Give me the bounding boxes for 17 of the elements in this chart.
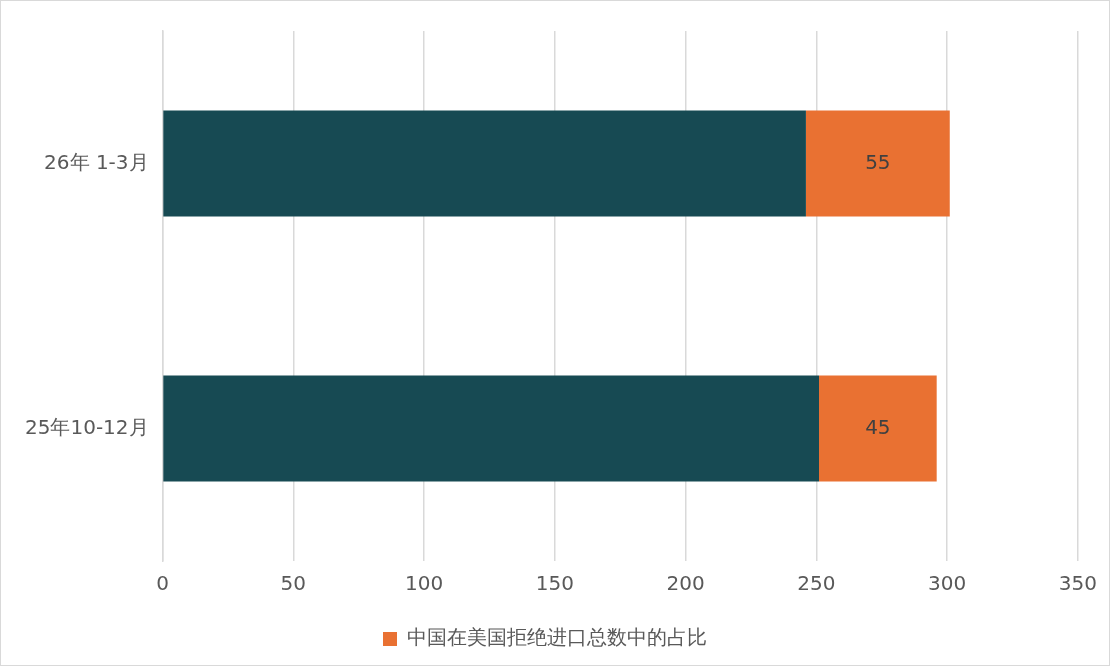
x-tick-label: 50 — [280, 571, 307, 596]
x-tick-label: 100 — [405, 571, 444, 596]
x-tick-label: 0 — [156, 571, 169, 596]
data-label: 55 — [865, 149, 891, 174]
x-tick-label: 350 — [1058, 571, 1098, 596]
bar — [163, 375, 819, 482]
x-tick-label: 150 — [535, 571, 574, 596]
bar — [805, 110, 950, 217]
y-tick-label: 25年10-12月 — [24, 414, 149, 439]
x-tick-label: 300 — [928, 571, 967, 596]
y-tick-label: 26年 1-3月 — [44, 149, 149, 174]
data-label: 45 — [865, 414, 891, 439]
x-tick-label: 200 — [666, 571, 705, 596]
x-tick-label: 250 — [797, 571, 836, 596]
bar — [163, 110, 806, 217]
legend-label: 中国在美国拒绝进口总数中的占比 — [407, 625, 707, 650]
bar — [819, 375, 937, 482]
